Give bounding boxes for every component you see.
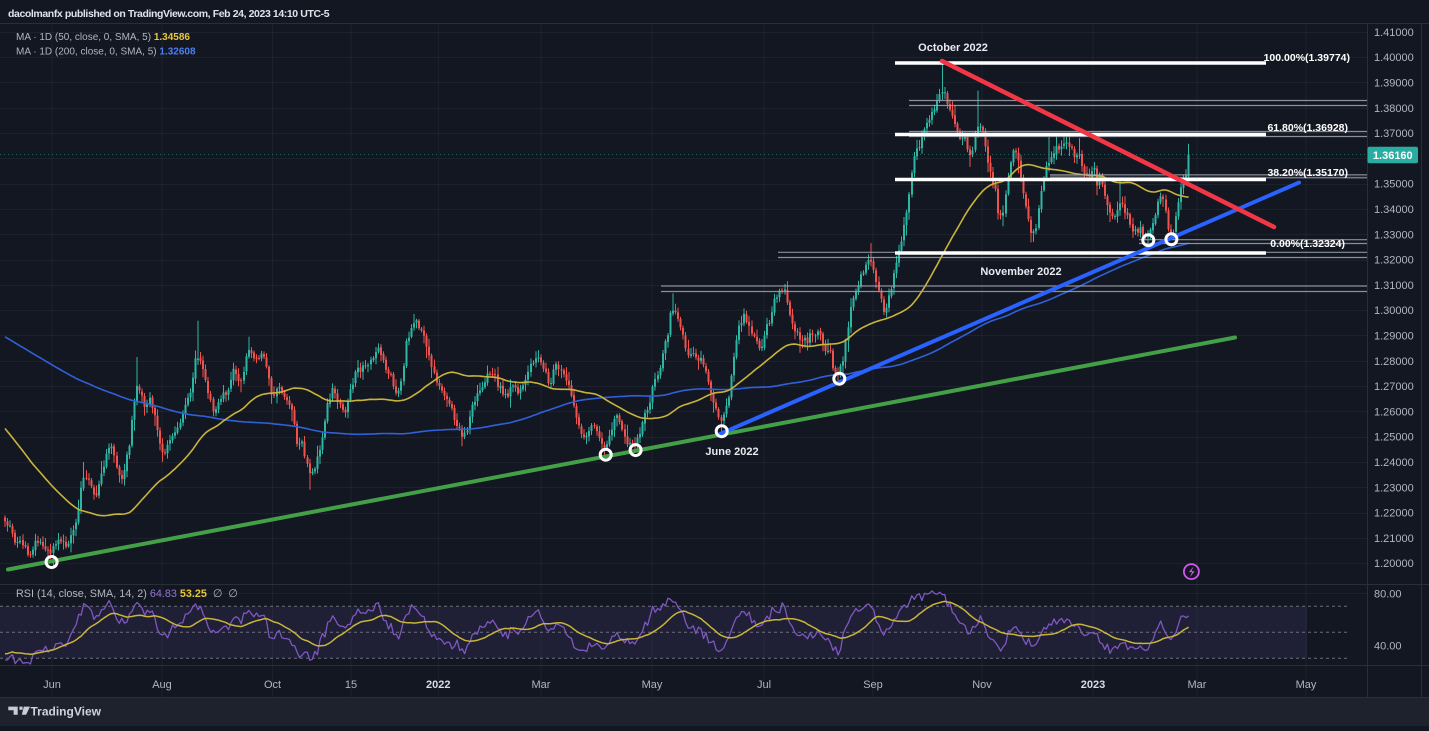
- svg-text:Nov: Nov: [972, 679, 992, 691]
- svg-text:dacolmanfx published on Tradin: dacolmanfx published on TradingView.com,…: [8, 8, 330, 20]
- svg-text:38.20%(1.35170): 38.20%(1.35170): [1267, 167, 1348, 179]
- svg-text:RSI (14, close, SMA, 14, 2) 64: RSI (14, close, SMA, 14, 2) 64.83 53.25 …: [16, 588, 238, 600]
- svg-text:100.00%(1.39774): 100.00%(1.39774): [1264, 52, 1350, 64]
- svg-text:1.23000: 1.23000: [1374, 482, 1414, 494]
- svg-text:61.80%(1.36928): 61.80%(1.36928): [1267, 122, 1348, 134]
- svg-text:1.41000: 1.41000: [1374, 27, 1414, 39]
- svg-text:1.36160: 1.36160: [1373, 150, 1413, 162]
- svg-text:Jul: Jul: [757, 679, 771, 691]
- svg-text:May: May: [642, 679, 663, 691]
- svg-text:1.39000: 1.39000: [1374, 78, 1414, 90]
- svg-text:2022: 2022: [426, 679, 450, 691]
- svg-text:1.31000: 1.31000: [1374, 280, 1414, 292]
- svg-text:1.22000: 1.22000: [1374, 508, 1414, 520]
- svg-text:October 2022: October 2022: [918, 42, 988, 54]
- svg-text:1.27000: 1.27000: [1374, 381, 1414, 393]
- svg-text:Mar: Mar: [1188, 679, 1207, 691]
- svg-text:1.26000: 1.26000: [1374, 406, 1414, 418]
- svg-text:November 2022: November 2022: [980, 266, 1061, 278]
- svg-text:1.38000: 1.38000: [1374, 103, 1414, 115]
- svg-text:1.35000: 1.35000: [1374, 179, 1414, 191]
- svg-text:Jun: Jun: [43, 679, 61, 691]
- svg-text:TradingView: TradingView: [31, 705, 102, 719]
- svg-text:1.21000: 1.21000: [1374, 533, 1414, 545]
- svg-text:15: 15: [345, 679, 357, 691]
- svg-text:2023: 2023: [1081, 679, 1105, 691]
- svg-text:Mar: Mar: [532, 679, 551, 691]
- svg-text:Aug: Aug: [152, 679, 172, 691]
- svg-text:1.28000: 1.28000: [1374, 356, 1414, 368]
- svg-text:1.34000: 1.34000: [1374, 204, 1414, 216]
- svg-text:1.30000: 1.30000: [1374, 305, 1414, 317]
- svg-text:MA · 1D (50, close, 0, SMA, 5): MA · 1D (50, close, 0, SMA, 5) 1.34586: [16, 32, 190, 43]
- svg-text:June 2022: June 2022: [705, 446, 758, 458]
- svg-text:1.29000: 1.29000: [1374, 331, 1414, 343]
- svg-text:1.24000: 1.24000: [1374, 457, 1414, 469]
- svg-text:MA · 1D (200, close, 0, SMA, 5: MA · 1D (200, close, 0, SMA, 5) 1.32608: [16, 47, 196, 58]
- svg-text:1.40000: 1.40000: [1374, 52, 1414, 64]
- svg-text:Sep: Sep: [863, 679, 883, 691]
- svg-text:1.37000: 1.37000: [1374, 128, 1414, 140]
- svg-text:1.32000: 1.32000: [1374, 255, 1414, 267]
- svg-text:80.00: 80.00: [1374, 588, 1402, 600]
- svg-text:40.00: 40.00: [1374, 640, 1402, 652]
- svg-text:1.25000: 1.25000: [1374, 432, 1414, 444]
- svg-text:May: May: [1296, 679, 1317, 691]
- svg-text:Oct: Oct: [264, 679, 281, 691]
- svg-text:0.00%(1.32324): 0.00%(1.32324): [1270, 238, 1345, 250]
- svg-text:1.20000: 1.20000: [1374, 558, 1414, 570]
- svg-text:1.33000: 1.33000: [1374, 229, 1414, 241]
